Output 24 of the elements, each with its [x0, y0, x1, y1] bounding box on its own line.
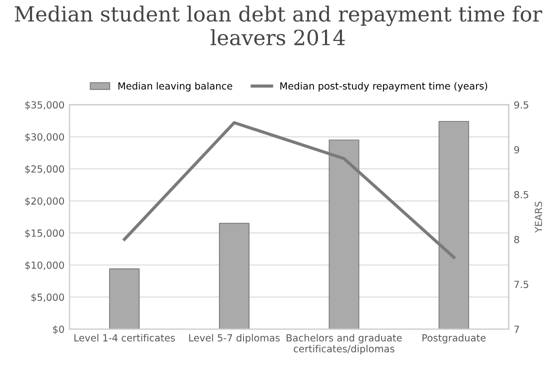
y2-tick-label: 9.5 — [514, 101, 528, 109]
y2-tick-label: 7.5 — [514, 280, 528, 288]
y-tick-label: $5,000 — [31, 293, 64, 302]
x-tick-label: Level 5-7 diplomas — [189, 334, 280, 344]
bar — [218, 222, 250, 330]
x-tick-label: Postgraduate — [422, 334, 486, 344]
legend-label: Median leaving balance — [118, 82, 232, 92]
y2-tick-label: 8.5 — [514, 190, 528, 198]
y-tick-label: $20,000 — [25, 197, 64, 206]
y-tick-label: $25,000 — [25, 165, 64, 174]
x-tick-label: Level 1-4 certificates — [74, 334, 175, 342]
y-tick-label: $10,000 — [25, 261, 64, 270]
y2-tick-label: 8 — [514, 236, 520, 244]
chart-title: Median student loan debt and repayment time for leavers 2014 — [14, 6, 542, 46]
legend-label: Median post-study repayment time (years) — [280, 82, 488, 92]
y-tick-label: $0 — [53, 325, 64, 334]
y-tick-label: $15,000 — [25, 229, 64, 238]
y-tick-label: $35,000 — [25, 101, 64, 110]
y-tick-label: $30,000 — [25, 133, 64, 142]
y2-tick-label: 7 — [514, 326, 519, 333]
x-tick-label: Bachelors and graduate certificates/diplomas — [286, 334, 402, 354]
y2-axis-title: YEARS — [534, 202, 542, 233]
bar — [109, 268, 140, 330]
y2-tick-label: 9 — [514, 146, 520, 154]
